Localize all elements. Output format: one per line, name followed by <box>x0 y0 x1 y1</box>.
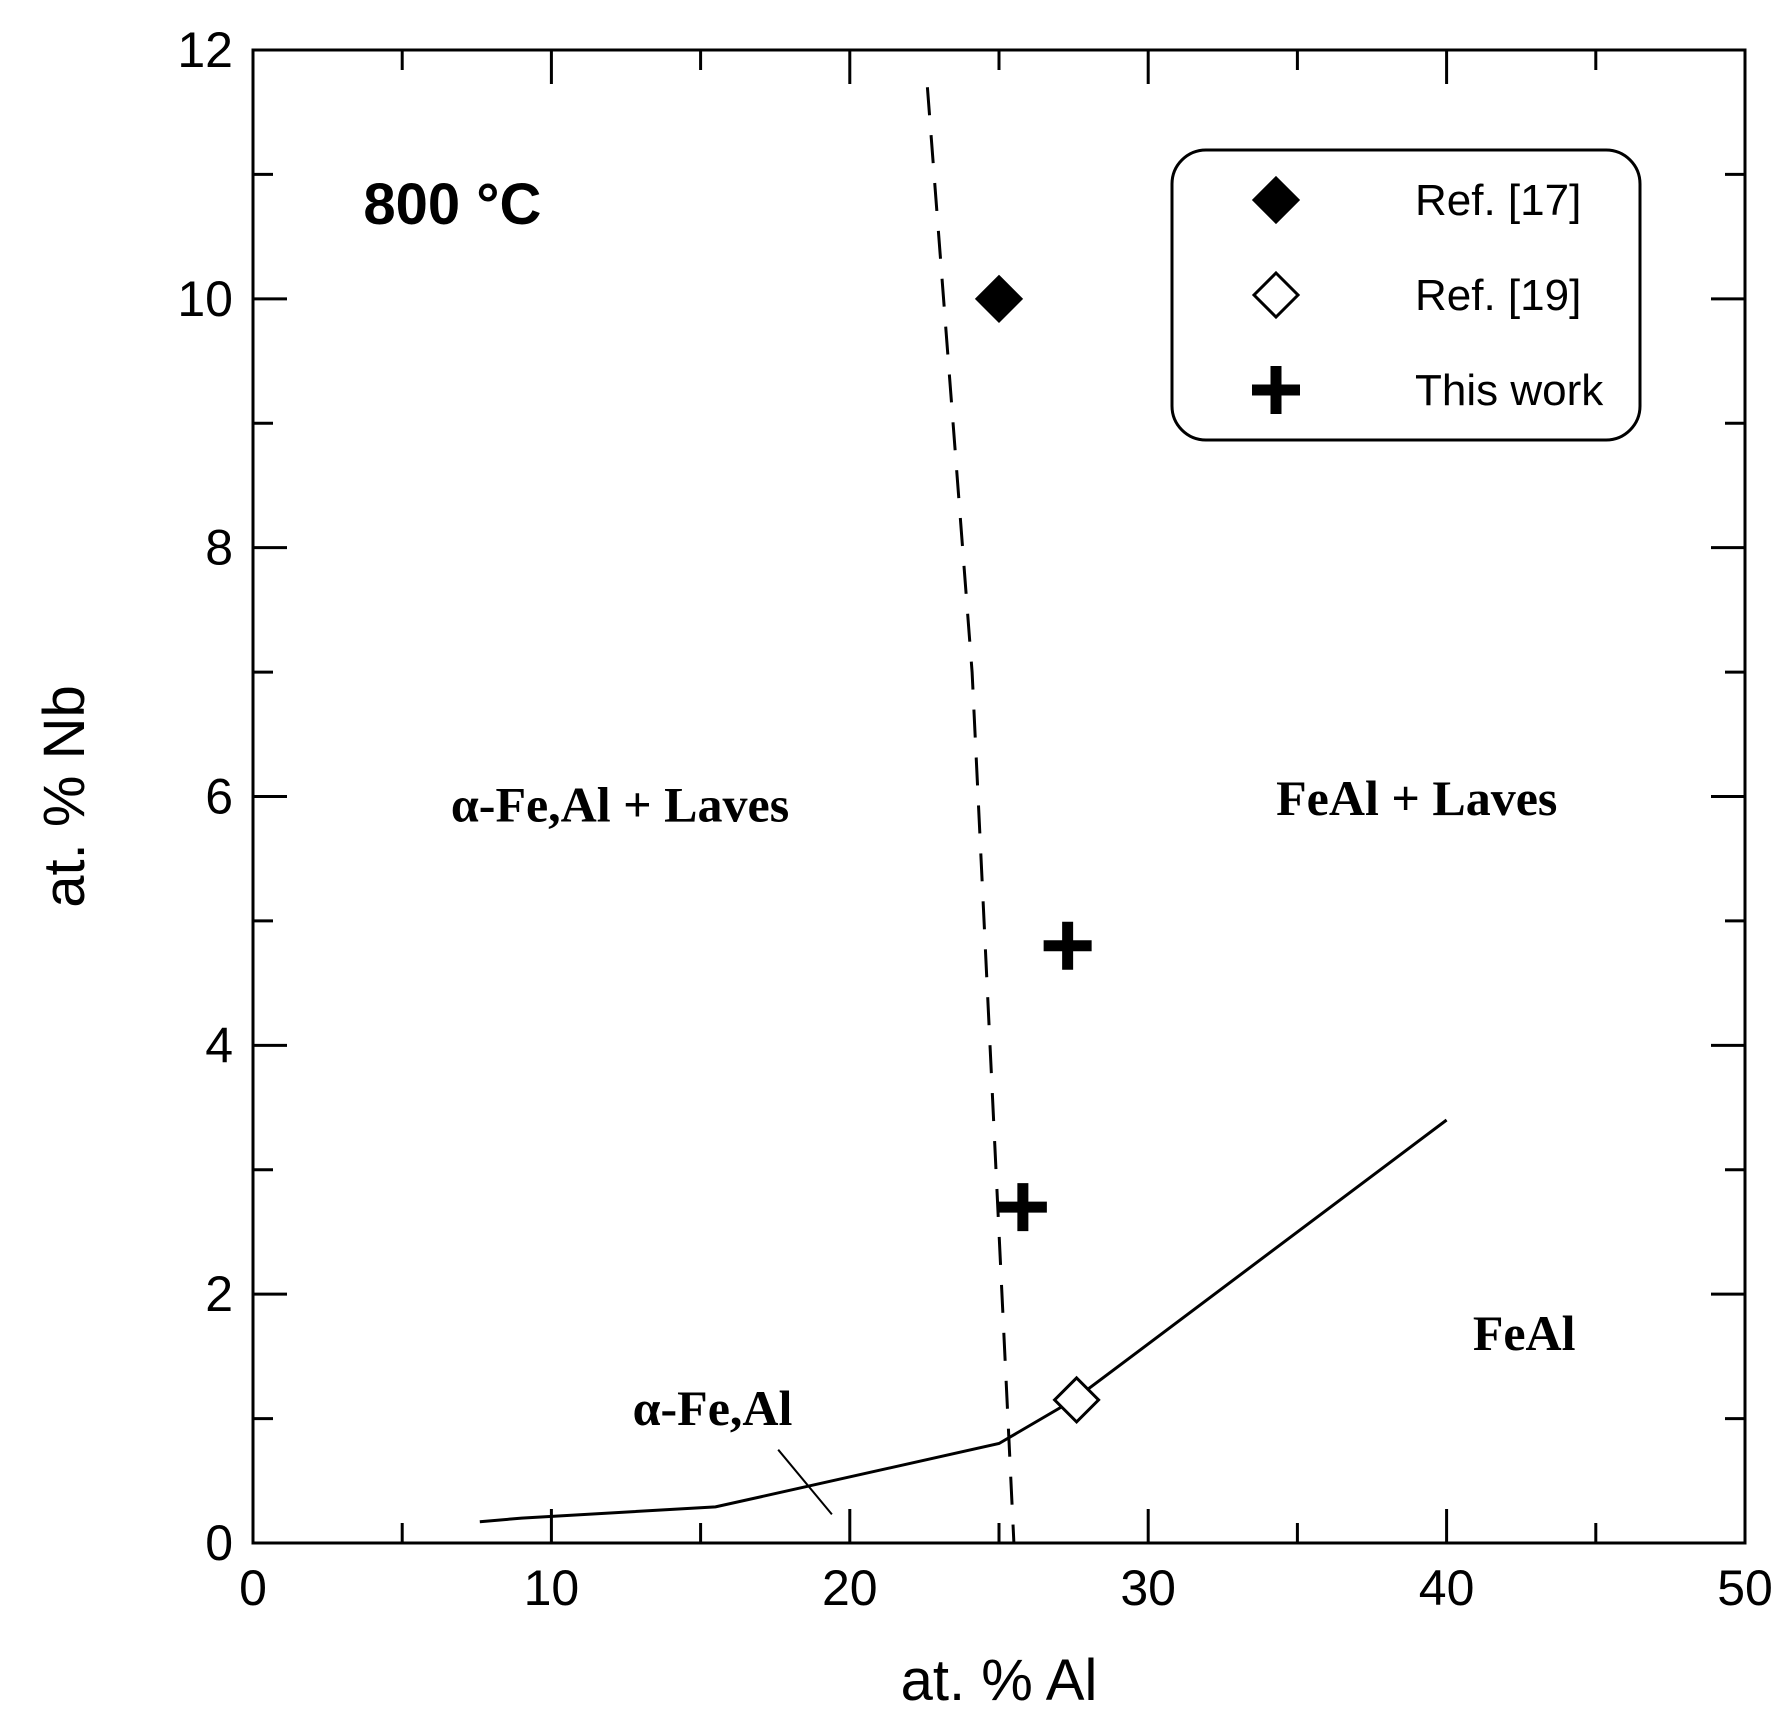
leader-line <box>777 1449 833 1516</box>
x-tick-label: 10 <box>524 1560 580 1616</box>
legend: Ref. [17] Ref. [19] This work <box>1170 148 1642 442</box>
legend-label: Ref. [17] <box>1415 176 1581 225</box>
legend-item: Ref. [17] <box>1251 175 1581 225</box>
legend-marker-plus <box>1252 366 1300 414</box>
region-label-feal-laves: FeAl + Laves <box>1276 770 1557 826</box>
y-axis-label: at. % Nb <box>32 685 97 907</box>
legend-box <box>1170 148 1642 442</box>
legend-label: Ref. [19] <box>1415 271 1581 320</box>
legend-marker-diamond-open <box>1251 270 1301 320</box>
temperature-label: 800 °C <box>363 172 541 237</box>
y-tick-label: 0 <box>205 1515 233 1571</box>
x-tick-label: 50 <box>1717 1560 1773 1616</box>
region-labels: α-Fe,Al + Laves FeAl + Laves FeAl α-Fe,Al <box>451 770 1576 1436</box>
legend-item: This work <box>1252 366 1604 415</box>
y-tick-label: 4 <box>205 1017 233 1073</box>
data-points <box>974 274 1101 1425</box>
legend-label: This work <box>1415 366 1604 415</box>
data-point-plus <box>998 1183 1047 1232</box>
x-tick-label: 0 <box>239 1560 267 1616</box>
x-tick-label: 30 <box>1120 1560 1176 1616</box>
x-axis-label: at. % Al <box>901 1648 1098 1713</box>
data-point-plus <box>1043 921 1092 970</box>
legend-marker-diamond-filled <box>1251 175 1301 225</box>
plot-frame <box>251 48 1747 1545</box>
a2-b2-boundary <box>925 87 1016 1544</box>
y-tick-label: 8 <box>205 520 233 576</box>
region-label-feal: FeAl <box>1473 1305 1576 1361</box>
y-tick-label: 6 <box>205 769 233 825</box>
region-label-alpha-feal: α-Fe,Al <box>633 1380 793 1436</box>
data-point-diamond-open <box>1052 1375 1101 1425</box>
x-tick-label: 40 <box>1419 1560 1475 1616</box>
data-point-diamond-filled <box>974 274 1024 323</box>
y-tick-label: 2 <box>205 1266 233 1322</box>
region-label-alpha-laves: α-Fe,Al + Laves <box>451 776 789 832</box>
y-tick-labels: 0 2 4 6 8 10 12 <box>177 22 233 1571</box>
x-tick-label: 20 <box>822 1560 878 1616</box>
legend-item: Ref. [19] <box>1251 270 1581 320</box>
phase-boundaries <box>479 87 1448 1544</box>
y-tick-label: 10 <box>177 271 233 327</box>
solubility-line <box>479 1118 1448 1524</box>
y-tick-label: 12 <box>177 22 233 78</box>
x-tick-labels: 0 10 20 30 40 50 <box>239 1560 1773 1616</box>
